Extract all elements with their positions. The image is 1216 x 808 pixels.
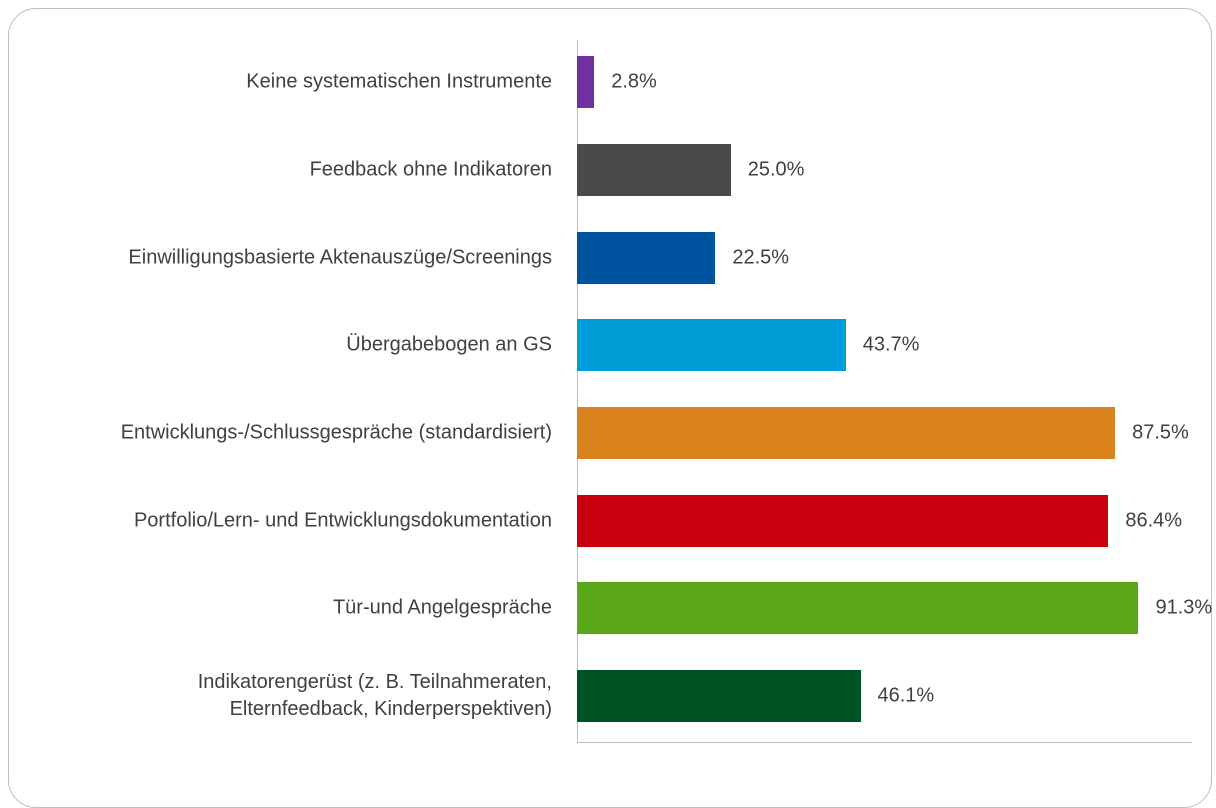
bar xyxy=(577,407,1116,460)
value-label: 43.7% xyxy=(862,333,920,356)
value-label: 86.4% xyxy=(1125,509,1183,532)
category-label: Übergabebogen an GS xyxy=(346,333,552,356)
y-axis-line xyxy=(577,40,578,742)
value-label: 46.1% xyxy=(877,684,935,707)
bar xyxy=(577,670,861,723)
bar xyxy=(577,319,846,372)
bar xyxy=(577,144,731,197)
category-label: Indikatorengerüst (z. B. Teilnahmeraten,… xyxy=(197,671,552,721)
bar xyxy=(577,494,1109,547)
value-label: 25.0% xyxy=(747,158,805,181)
category-label: Entwicklungs-/Schlussgespräche (standard… xyxy=(120,421,552,444)
bar xyxy=(577,231,716,284)
category-label: Einwilligungsbasierte Aktenauszüge/Scree… xyxy=(128,246,552,269)
category-label: Feedback ohne Indikatoren xyxy=(309,158,552,181)
value-label: 91.3% xyxy=(1155,596,1213,619)
x-axis-line xyxy=(577,742,1192,743)
category-label: Tür-und Angelgespräche xyxy=(332,596,552,619)
value-label: 87.5% xyxy=(1132,421,1189,444)
category-label: Keine systematischen Instrumente xyxy=(246,70,552,93)
bar xyxy=(577,56,595,109)
category-label: Portfolio/Lern- und Entwicklungsdokument… xyxy=(133,509,552,532)
value-label: 22.5% xyxy=(732,246,790,269)
value-label: 2.8% xyxy=(611,70,657,93)
bar xyxy=(577,582,1139,635)
